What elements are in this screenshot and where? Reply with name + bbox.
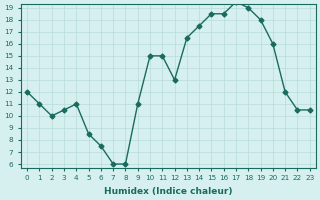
X-axis label: Humidex (Indice chaleur): Humidex (Indice chaleur) <box>104 187 233 196</box>
